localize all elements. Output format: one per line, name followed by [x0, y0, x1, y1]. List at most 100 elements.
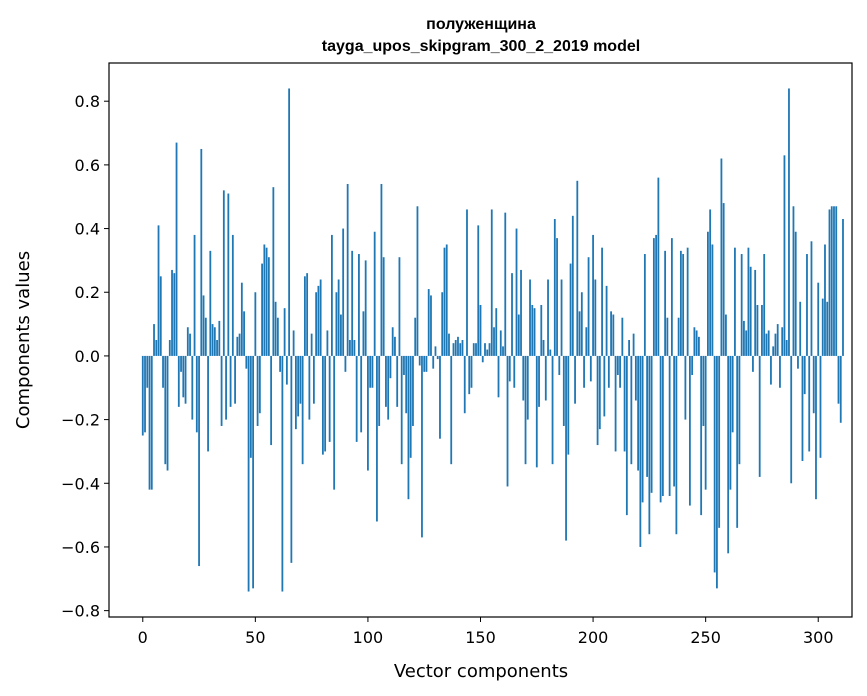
bars-group: [141, 88, 844, 592]
bar-50: [254, 292, 257, 356]
bar-308: [835, 206, 838, 356]
bar-101: [369, 355, 372, 388]
bar-3: [148, 355, 151, 490]
bar-128: [430, 295, 432, 356]
bar-121: [414, 317, 417, 356]
bar-51: [256, 355, 259, 426]
bar-145: [468, 355, 471, 395]
bar-135: [445, 244, 448, 356]
bar-87: [337, 279, 340, 356]
bar-267: [743, 320, 745, 356]
y-axis-label: Components values: [13, 251, 34, 429]
bar-248: [700, 355, 703, 516]
bar-88: [340, 314, 342, 356]
bar-175: [535, 355, 538, 468]
bar-213: [621, 317, 624, 356]
bar-75: [310, 333, 313, 356]
bar-303: [824, 244, 826, 356]
bar-204: [601, 247, 603, 356]
bar-229: [657, 177, 660, 356]
bar-130: [434, 346, 437, 356]
bar-196: [583, 355, 585, 388]
bar-72: [303, 276, 306, 356]
bar-61: [279, 355, 282, 372]
bar-71: [301, 355, 304, 465]
bar-73: [306, 273, 309, 356]
bar-244: [691, 355, 694, 376]
bar-282: [776, 324, 779, 356]
bar-68: [294, 355, 297, 430]
bar-274: [758, 355, 761, 477]
bar-98: [362, 311, 365, 356]
bar-93: [351, 250, 354, 356]
bar-118: [407, 355, 410, 500]
bar-28: [204, 317, 207, 356]
bar-129: [432, 355, 435, 369]
bar-178: [542, 340, 545, 356]
bar-141: [459, 343, 462, 356]
bar-62: [281, 355, 284, 592]
bar-96: [358, 254, 360, 356]
bar-207: [607, 355, 610, 388]
bar-284: [781, 327, 784, 356]
bar-131: [436, 355, 439, 360]
bar-273: [756, 304, 759, 356]
bar-231: [661, 355, 664, 497]
bar-105: [378, 355, 381, 426]
bar-4: [150, 355, 153, 490]
bar-113: [396, 355, 399, 407]
bar-174: [533, 308, 536, 356]
bar-223: [643, 254, 646, 356]
bar-200: [592, 234, 594, 356]
bar-158: [497, 355, 500, 398]
bar-80: [321, 355, 324, 455]
bar-117: [405, 355, 408, 414]
bar-63: [283, 308, 286, 356]
bar-222: [641, 355, 644, 503]
bar-36: [222, 190, 225, 356]
bar-280: [772, 346, 775, 356]
bar-220: [637, 355, 640, 471]
bar-26: [200, 148, 203, 356]
bar-208: [610, 311, 612, 356]
bar-147: [472, 343, 475, 356]
bar-162: [506, 355, 509, 487]
bar-289: [792, 206, 795, 356]
bar-198: [587, 257, 590, 356]
y-tick-label: 0.6: [75, 156, 100, 175]
bar-281: [774, 333, 777, 356]
bar-91: [346, 183, 349, 356]
bar-45: [243, 311, 245, 356]
bar-287: [788, 88, 790, 356]
bar-292: [799, 301, 802, 356]
bar-203: [598, 355, 601, 430]
bar-256: [718, 355, 721, 528]
bar-42: [236, 336, 239, 356]
chart-title: полуженщина: [426, 16, 536, 33]
bar-132: [439, 355, 441, 439]
bar-228: [655, 234, 658, 356]
bar-11: [166, 355, 169, 471]
bar-56: [267, 257, 270, 356]
bar-224: [646, 355, 649, 477]
bar-29: [207, 355, 209, 452]
bar-164: [511, 273, 513, 356]
bar-92: [349, 340, 351, 356]
bar-180: [547, 279, 549, 356]
bar-33: [216, 340, 218, 356]
bar-247: [698, 336, 700, 356]
bar-103: [373, 231, 376, 356]
bar-249: [702, 355, 705, 426]
bar-307: [833, 206, 835, 356]
bar-290: [794, 231, 797, 356]
bar-5: [153, 324, 155, 356]
bar-235: [670, 238, 673, 356]
bar-275: [761, 304, 763, 356]
bar-53: [261, 263, 263, 356]
bar-238: [677, 317, 680, 356]
bar-102: [371, 355, 374, 388]
bar-74: [308, 355, 311, 420]
bar-94: [353, 340, 356, 356]
bar-232: [664, 250, 667, 356]
